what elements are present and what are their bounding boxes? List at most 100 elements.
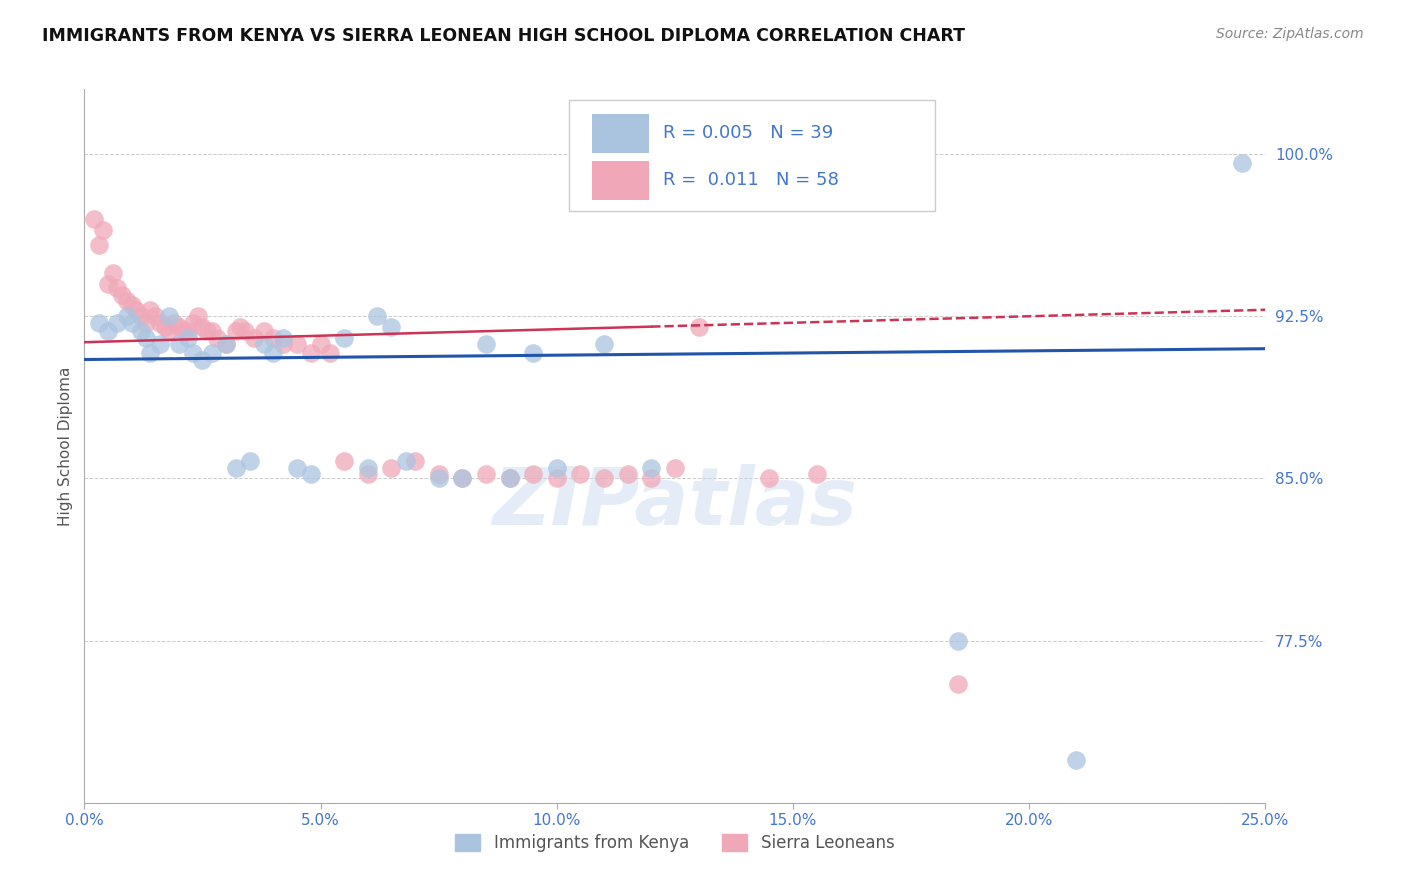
Point [205,331,228,345]
Point [475,337,498,351]
Point [129,310,152,324]
Point [157,310,180,324]
Point [948,677,970,691]
Point [201,346,224,360]
Bar [592,114,650,153]
Point [135,331,157,345]
Point [1066,753,1088,767]
Text: Source: ZipAtlas.com: Source: ZipAtlas.com [1216,27,1364,41]
Text: R = 0.005   N = 39: R = 0.005 N = 39 [664,125,834,143]
Point [157,325,180,339]
Point [125,302,148,317]
Point [243,331,266,345]
Point [111,287,134,301]
Point [87,238,110,252]
Point [688,320,710,334]
Point [167,337,190,351]
Point [948,633,970,648]
Point [97,325,120,339]
Point [451,471,474,485]
Point [135,316,157,330]
Point [187,310,209,324]
Point [177,331,200,345]
Point [357,460,380,475]
Point [149,337,172,351]
Point [121,298,143,312]
Point [271,331,294,345]
Point [546,460,568,475]
FancyBboxPatch shape [568,100,935,211]
Point [806,467,828,482]
Point [107,316,129,330]
Point [498,471,520,485]
Point [97,277,120,291]
Point [498,471,520,485]
Point [394,454,416,468]
Point [427,467,450,482]
Point [253,337,276,351]
Point [664,460,686,475]
Point [299,346,322,360]
Point [201,325,224,339]
Point [309,337,332,351]
Text: R =  0.011   N = 58: R = 0.011 N = 58 [664,171,839,189]
Point [593,471,616,485]
Point [451,471,474,485]
Point [153,320,176,334]
Point [177,325,200,339]
Bar [592,161,650,200]
Legend: Immigrants from Kenya, Sierra Leoneans: Immigrants from Kenya, Sierra Leoneans [449,827,901,859]
Point [215,337,238,351]
Point [107,281,129,295]
Point [380,460,402,475]
Point [522,346,544,360]
Point [546,471,568,485]
Point [173,325,195,339]
Point [285,337,308,351]
Point [640,460,662,475]
Point [1230,155,1253,169]
Point [149,316,172,330]
Point [191,320,214,334]
Point [253,325,276,339]
Point [285,460,308,475]
Point [262,331,284,345]
Point [229,320,252,334]
Text: ZIPatlas: ZIPatlas [492,464,858,542]
Point [239,454,262,468]
Point [195,325,218,339]
Point [427,471,450,485]
Point [225,460,247,475]
Point [101,266,124,280]
Point [271,337,294,351]
Point [333,454,356,468]
Point [404,454,426,468]
Point [262,346,284,360]
Point [616,467,638,482]
Point [139,302,162,317]
Point [215,337,238,351]
Point [115,310,138,324]
Point [225,325,247,339]
Point [357,467,380,482]
Point [143,310,166,324]
Point [299,467,322,482]
Point [640,471,662,485]
Point [83,211,105,226]
Point [115,294,138,309]
Point [163,316,186,330]
Point [129,325,152,339]
Point [522,467,544,482]
Point [181,316,204,330]
Point [593,337,616,351]
Point [333,331,356,345]
Point [569,467,592,482]
Point [91,223,114,237]
Point [366,310,388,324]
Point [121,316,143,330]
Y-axis label: High School Diploma: High School Diploma [58,367,73,525]
Point [181,346,204,360]
Text: IMMIGRANTS FROM KENYA VS SIERRA LEONEAN HIGH SCHOOL DIPLOMA CORRELATION CHART: IMMIGRANTS FROM KENYA VS SIERRA LEONEAN … [42,27,965,45]
Point [475,467,498,482]
Point [319,346,342,360]
